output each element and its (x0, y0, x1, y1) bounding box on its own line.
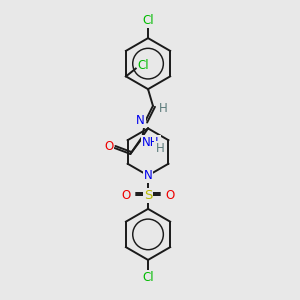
Text: O: O (122, 189, 131, 202)
Text: Cl: Cl (138, 59, 149, 72)
Text: NH: NH (142, 136, 160, 148)
Text: N: N (144, 169, 152, 182)
Text: H: H (158, 102, 167, 115)
Text: H: H (155, 142, 164, 154)
Text: O: O (104, 140, 113, 153)
Text: S: S (144, 189, 152, 202)
Text: O: O (165, 189, 174, 202)
Text: Cl: Cl (142, 271, 154, 284)
Text: Cl: Cl (142, 14, 154, 27)
Text: N: N (136, 114, 145, 127)
